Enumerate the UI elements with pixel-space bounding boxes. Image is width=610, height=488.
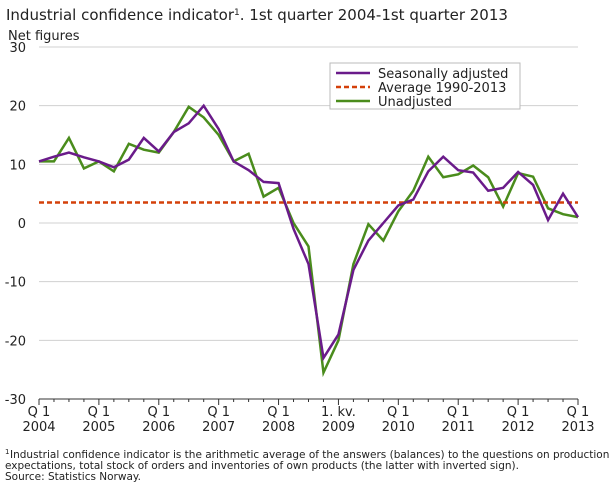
title: Industrial confidence indicator	[6, 6, 235, 24]
x-tick-label: 2006	[142, 420, 175, 435]
x-tick-label: 2013	[561, 420, 594, 435]
title-sup: 1	[234, 8, 240, 18]
x-tick-label: Q 1	[567, 405, 590, 420]
x-tick-label: Q 1	[387, 405, 410, 420]
y-tick-label: -30	[5, 393, 26, 408]
footnote-line: expectations, total stock of orders and …	[5, 460, 519, 472]
x-tick-label: 2007	[202, 420, 235, 435]
x-tick-label: 2004	[22, 420, 55, 435]
y-tick-label: 0	[18, 217, 26, 232]
y-tick-label: -20	[5, 334, 26, 349]
x-tick-label: Q 1	[267, 405, 290, 420]
y-tick-label: 10	[9, 158, 26, 173]
series-line	[39, 105, 579, 378]
footnote: 1 Industrial confidence indicator is the …	[5, 448, 609, 483]
title-rest: . 1st quarter 2004-1st quarter 2013	[240, 6, 508, 24]
x-tick-label: 2009	[322, 420, 355, 435]
y-axis-label: Net figures	[8, 29, 80, 44]
x-tick-label: Q 1	[507, 405, 530, 420]
x-tick-label: 1. kv.	[321, 405, 356, 420]
x-tick-label: Q 1	[447, 405, 470, 420]
x-tick-label: 2005	[82, 420, 115, 435]
legend-label: Seasonally adjusted	[378, 67, 508, 82]
x-tick-label: 2010	[382, 420, 415, 435]
footnote-sup: 1	[5, 448, 9, 456]
x-tick-label: Q 1	[147, 405, 170, 420]
x-tick-label: 2008	[262, 420, 295, 435]
y-tick-label: 20	[9, 100, 26, 115]
x-tick-label: 2011	[442, 420, 475, 435]
x-tick-label: Q 1	[28, 405, 51, 420]
legend-label: Unadjusted	[378, 95, 452, 110]
x-tick-label: 2012	[502, 420, 535, 435]
y-tick-label: -10	[5, 276, 26, 291]
y-tick-label: 30	[9, 41, 26, 56]
series-line	[38, 103, 580, 362]
legend-label: Average 1990-2013	[378, 81, 506, 96]
x-tick-label: Q 1	[207, 405, 230, 420]
footnote-line: Industrial confidence indicator is the a…	[10, 449, 609, 461]
footnote-line: Source: Statistics Norway.	[5, 471, 141, 483]
x-tick-label: Q 1	[88, 405, 111, 420]
chart-title: Industrial confidence indicator1. 1st qu…	[6, 6, 508, 24]
